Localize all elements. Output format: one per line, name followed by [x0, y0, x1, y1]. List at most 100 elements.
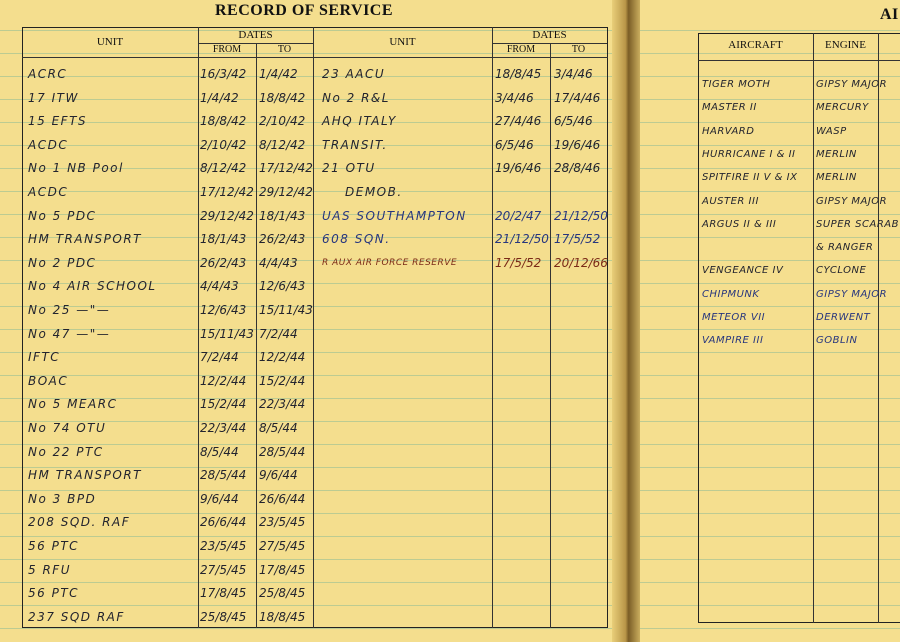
table-row: R AUX AIR FORCE RESERVE 17/5/52 20/12/66: [0, 253, 610, 273]
table-row: 237 SQD RAF 25/8/45 18/8/45: [0, 607, 610, 627]
to-date: 28/5/44: [259, 444, 306, 459]
to-date: 15/11/43: [259, 303, 313, 317]
unit-cell: IFTC: [28, 350, 61, 365]
unit-cell: No 4 AIR SCHOOL: [28, 279, 157, 294]
unit-cell: No 1 NB Pool: [28, 161, 124, 176]
unit-cell: 15 EFTS: [28, 114, 88, 129]
to-date: 26/2/43: [259, 232, 306, 247]
unit-cell: UAS SOUTHAMPTON: [322, 208, 467, 223]
dates-header: DATES: [238, 29, 273, 41]
from-date: 18/1/43: [200, 232, 247, 247]
aircraft-cell: VENGEANCE IV: [702, 265, 784, 277]
aircraft-cell: MASTER II: [702, 102, 757, 114]
unit-cell: 237 SQD RAF: [28, 609, 125, 624]
aircraft-cell: VAMPIRE III: [702, 335, 764, 347]
aircraft-cell: ARGUS II & III: [702, 218, 777, 230]
to-header: TO: [571, 44, 586, 55]
from-date: 18/8/42: [200, 114, 247, 129]
table-row: VENGEANCE IV CYCLONE: [640, 261, 900, 281]
unit-cell: 17 ITW: [28, 90, 79, 105]
unit-cell: AHQ ITALY: [322, 114, 397, 129]
table-row: ACDC 2/10/42 8/12/42: [0, 135, 610, 155]
table-row: HM TRANSPORT 18/1/43 26/2/43: [0, 229, 610, 249]
to-date: 26/6/44: [259, 491, 306, 506]
to-date: 12/2/44: [259, 350, 306, 365]
divider: [198, 43, 313, 44]
aircraft-cell: TIGER MOTH: [702, 79, 771, 90]
table-row: 17 ITW 1/4/42 18/8/42: [0, 88, 610, 108]
engine-header: ENGINE: [825, 39, 866, 51]
unit-cell: No 22 PTC: [28, 444, 104, 459]
page-title-partial: AI: [880, 6, 899, 23]
header-divider: [698, 60, 900, 61]
engine-cell: SUPER SCARAB: [816, 218, 899, 230]
to-date: 23/5/45: [259, 515, 306, 530]
from-date: 17/8/45: [200, 586, 247, 601]
unit-cell: HM TRANSPORT: [28, 232, 143, 247]
aircraft-cell: HURRICANE I & II: [702, 148, 796, 160]
engine-cell: WASP: [816, 125, 847, 137]
from-date: 18/8/45: [495, 67, 542, 81]
from-date: 26/2/43: [200, 255, 247, 270]
to-date: 28/8/46: [554, 161, 601, 176]
table-row: No 47 —"— 15/11/43 7/2/44: [0, 324, 610, 344]
unit-cell: No 3 BPD: [28, 491, 97, 506]
from-date: 29/12/42: [200, 208, 254, 223]
unit-cell: No 74 OTU: [28, 421, 107, 435]
unit-cell: HM TRANSPORT: [28, 468, 143, 483]
divider: [878, 33, 879, 623]
to-date: 29/12/42: [259, 185, 313, 199]
aircraft-cell: CHIPMUNK: [702, 288, 760, 300]
table-row: No 74 OTU 22/3/44 8/5/44: [0, 418, 610, 438]
to-date: 6/5/46: [554, 114, 593, 129]
from-date: 12/2/44: [200, 373, 247, 388]
table-row: ARGUS II & III SUPER SCARAB: [640, 215, 900, 235]
from-date: 22/3/44: [200, 421, 247, 435]
table-row: ACRC 16/3/42 1/4/42: [0, 64, 610, 84]
unit-cell: ACDC: [28, 137, 69, 152]
from-date: 21/12/50: [495, 232, 549, 247]
from-date: 1/4/42: [200, 90, 239, 105]
to-date: 3/4/46: [554, 67, 593, 81]
table-row: MASTER II MERCURY: [640, 98, 900, 118]
to-date: 25/8/45: [259, 586, 306, 601]
unit-cell: No 47 —"—: [28, 326, 111, 341]
divider: [198, 27, 199, 628]
table-row: 208 SQD. RAF 26/6/44 23/5/45: [0, 512, 610, 532]
header-divider: [22, 57, 608, 58]
from-date: 3/4/46: [495, 90, 534, 105]
table-row: ACDC 17/12/42 29/12/42: [0, 182, 610, 202]
table-row: No 4 AIR SCHOOL 4/4/43 12/6/43: [0, 276, 610, 296]
table-row: 56 PTC 23/5/45 27/5/45: [0, 536, 610, 556]
unit-cell: DEMOB.: [345, 185, 403, 199]
unit-cell: 56 PTC: [28, 586, 80, 601]
engine-cell: MERLIN: [816, 148, 857, 160]
to-date: 22/3/44: [259, 397, 306, 412]
table-row: CHIPMUNK GIPSY MAJOR: [640, 285, 900, 305]
from-date: 16/3/42: [200, 67, 247, 81]
table-row: No 1 NB Pool 8/12/42 17/12/42: [0, 158, 610, 178]
from-date: 15/2/44: [200, 397, 247, 412]
divider: [813, 33, 814, 623]
to-date: 20/12/66: [554, 255, 608, 270]
from-date: 12/6/43: [200, 303, 247, 317]
right-page: AI AIRCRAFT ENGINE TIGER MOTH GIPSY MAJOR…: [640, 0, 900, 642]
to-date: 21/12/50: [554, 208, 608, 223]
from-date: 15/11/43: [200, 326, 254, 341]
unit-cell: ACRC: [28, 67, 68, 81]
divider: [492, 43, 607, 44]
engine-cell: & RANGER: [816, 242, 874, 254]
table-row: 23 AACU 18/8/45 3/4/46: [0, 64, 610, 84]
engine-cell: GIPSY MAJOR: [816, 288, 888, 300]
to-date: 7/2/44: [259, 326, 298, 341]
table-row: HM TRANSPORT 28/5/44 9/6/44: [0, 465, 610, 485]
left-page: RECORD OF SERVICE UNIT DATES FROM TO UNI…: [0, 0, 618, 642]
table-row: 56 PTC 17/8/45 25/8/45: [0, 583, 610, 603]
unit-cell: 208 SQD. RAF: [28, 515, 131, 530]
table-row: BOAC 12/2/44 15/2/44: [0, 371, 610, 391]
table-row: No 3 BPD 9/6/44 26/6/44: [0, 489, 610, 509]
table-row: AHQ ITALY 27/4/46 6/5/46: [0, 111, 610, 131]
from-date: 28/5/44: [200, 468, 247, 483]
table-row: VAMPIRE III GOBLIN: [640, 331, 900, 351]
from-header: FROM: [506, 44, 536, 55]
